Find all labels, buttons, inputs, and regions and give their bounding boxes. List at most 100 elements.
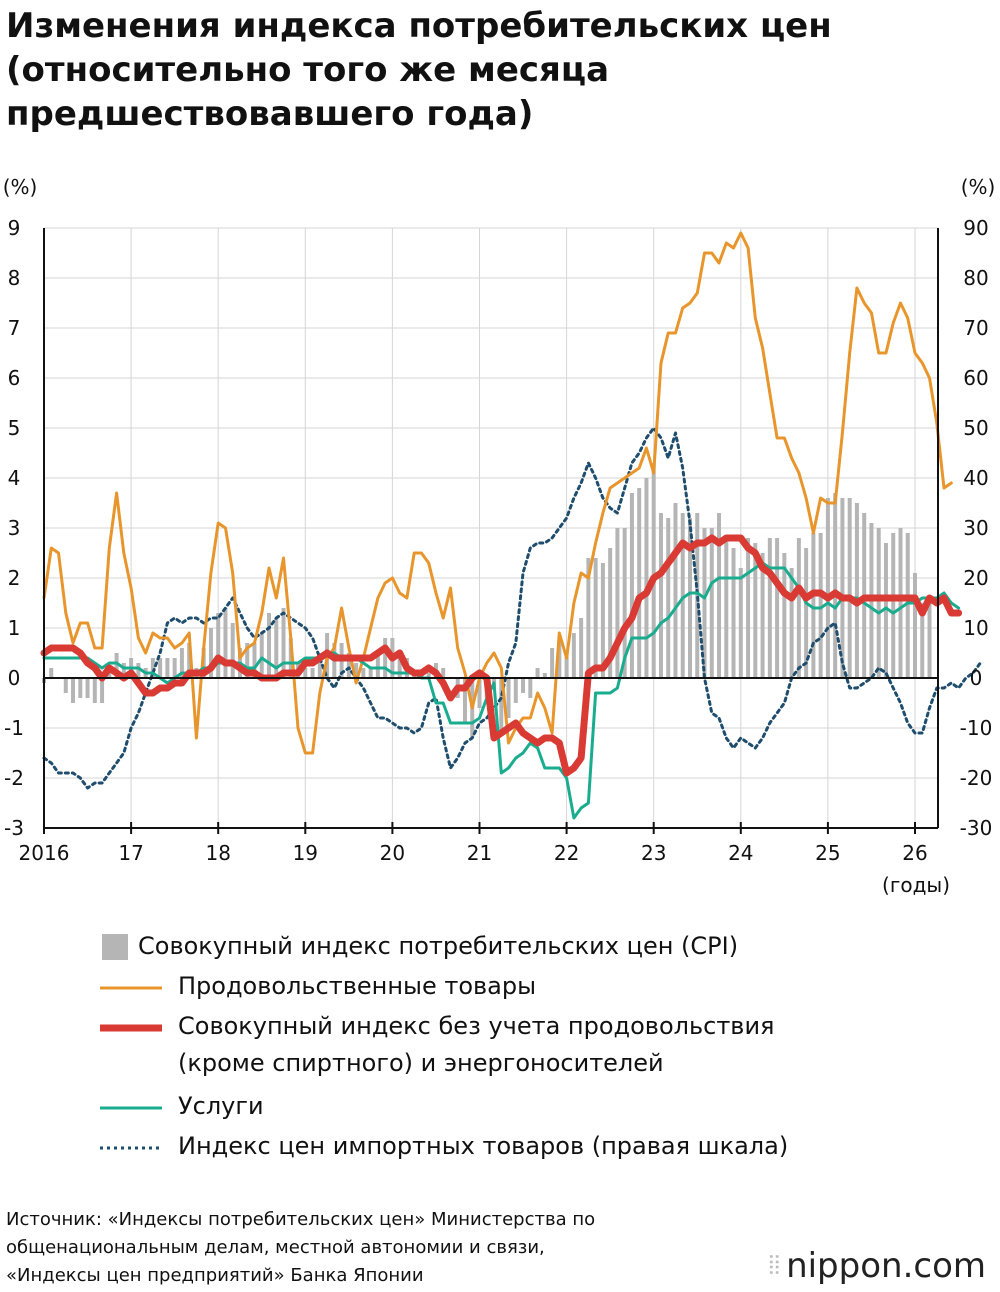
cpi-bar [717, 513, 722, 678]
cpi-bar [383, 638, 388, 678]
legend-label-cpi: Совокупный индекс потребительских цен (C… [138, 932, 739, 960]
y-tick-label-left: 3 [8, 516, 21, 540]
cpi-bar [767, 538, 772, 678]
cpi-bar [100, 678, 105, 703]
cpi-bar [571, 633, 576, 678]
cpi-bar [833, 493, 838, 678]
line-core [40, 534, 963, 777]
cpi-bar [499, 678, 504, 733]
logo-text: nippon.com [786, 1246, 986, 1286]
y-axis-unit-right: (%) [961, 175, 996, 199]
cpi-bar [811, 533, 816, 678]
legend-item-import: Индекс цен импортных товаров (правая шка… [100, 1128, 980, 1168]
cpi-bar [629, 493, 634, 678]
chart-area: 9 90 8 80 7 70 6 60 5 50 4 40 3 30 2 20 1 10 0 0 -1 -10 -2 -20 -… [3, 175, 996, 897]
cpi-bar [804, 548, 809, 678]
chart-title: Изменения индекса потребительских цен (о… [6, 6, 832, 134]
legend-swatch-cpi [102, 934, 128, 960]
legend-item-food: Продовольственные товары [100, 968, 980, 1008]
cpi-bar [782, 553, 787, 678]
cpi-bar [680, 513, 685, 678]
y-tick-label-left: 7 [8, 316, 21, 340]
legend-line-services [100, 1106, 162, 1110]
cpi-bar [179, 648, 184, 678]
cpi-bar [354, 663, 359, 678]
cpi-bar [528, 678, 533, 698]
cpi-bar [687, 518, 692, 678]
logo-bars-icon: ⦙⦙ [768, 1251, 781, 1281]
cpi-bar [586, 558, 591, 678]
cpi-bar [796, 538, 801, 678]
cpi-bar [913, 573, 917, 678]
y-tick-label-right: 0 [970, 666, 983, 690]
cpi-bar [876, 528, 881, 678]
axes: 9 90 8 80 7 70 6 60 5 50 4 40 3 30 2 20 1 10 0 0 -1 -10 -2 -20 -… [3, 175, 996, 897]
cpi-bar [564, 653, 569, 678]
y-tick-label-right: 80 [963, 266, 988, 290]
cpi-bar [738, 568, 743, 678]
y-tick-label-left: 5 [8, 416, 21, 440]
y-tick-label-right: 40 [963, 466, 988, 490]
cpi-bar [78, 678, 83, 698]
cpi-bar [905, 533, 910, 678]
cpi-bar [92, 678, 97, 703]
y-tick-label-right: 90 [963, 216, 988, 240]
cpi-bar [252, 643, 257, 678]
cpi-bar [746, 538, 751, 678]
cpi-bar [158, 658, 163, 678]
cpi-bar [513, 678, 518, 703]
y-axis-unit-left: (%) [3, 175, 38, 199]
cpi-bar [579, 618, 584, 678]
y-tick-label-left: 2 [8, 566, 21, 590]
cpi-bar [898, 528, 903, 678]
cpi-bar [927, 603, 932, 678]
legend-item-core: Совокупный индекс без учета продовольств… [100, 1008, 980, 1088]
cpi-bar [608, 548, 613, 678]
cpi-bar [85, 678, 90, 698]
cpi-bar [666, 518, 671, 678]
cpi-bar [230, 623, 235, 678]
cpi-bar [426, 673, 431, 678]
legend-label-import: Индекс цен импортных товаров (правая шка… [178, 1132, 789, 1160]
cpi-bar [731, 548, 736, 678]
cpi-bar [368, 668, 373, 678]
cpi-bar [920, 603, 925, 678]
cpi-bar [542, 673, 547, 678]
y-tick-label-right: 60 [963, 366, 988, 390]
x-tick-label: 26 [902, 841, 927, 865]
cpi-bar [637, 488, 642, 678]
cpi-bar [702, 528, 707, 678]
cpi-bar [267, 613, 272, 678]
cpi-bar [673, 503, 678, 678]
y-tick-label-left: 4 [8, 466, 21, 490]
cpi-bar [288, 638, 293, 678]
cpi-bar [557, 638, 562, 678]
cpi-bar [891, 533, 896, 678]
x-tick-label: 18 [205, 841, 230, 865]
cpi-bar [274, 618, 279, 678]
cpi-bar [506, 678, 511, 718]
y-tick-label-right: 20 [963, 566, 988, 590]
cpi-bar [172, 658, 177, 678]
cpi-bar [281, 608, 286, 678]
cpi-bar [883, 543, 888, 678]
cpi-bar [208, 628, 213, 678]
cpi-bar [600, 563, 605, 678]
cpi-bar [121, 663, 126, 678]
legend-label-core: Совокупный индекс без учета продовольств… [178, 1012, 775, 1077]
y-tick-label-left: -2 [4, 766, 24, 790]
cpi-bar [150, 658, 155, 678]
cpi-bar [818, 533, 823, 678]
cpi-bar [658, 513, 663, 678]
x-tick-label: 25 [815, 841, 840, 865]
x-tick-label: 21 [467, 841, 492, 865]
nippon-logo[interactable]: ⦙⦙ nippon.com [768, 1246, 986, 1286]
cpi-bar [310, 668, 315, 678]
cpi-bar [622, 528, 627, 678]
cpi-bar [724, 538, 729, 678]
y-tick-label-right: 50 [963, 416, 988, 440]
legend-item-cpi: Совокупный индекс потребительских цен (C… [100, 928, 980, 968]
cpi-bar [187, 643, 192, 678]
line-food [42, 231, 953, 755]
cpi-bar [397, 658, 402, 678]
